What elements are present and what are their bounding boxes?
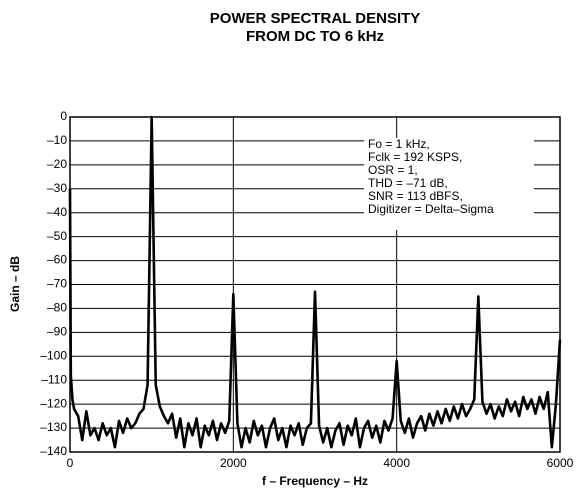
annotation: THD = –71 dB, xyxy=(368,176,448,190)
y-tick-label: –70 xyxy=(47,277,67,291)
y-tick-label: –60 xyxy=(47,253,67,267)
chart-title: FROM DC TO 6 kHz xyxy=(246,28,384,45)
y-tick-label: –30 xyxy=(47,181,67,195)
y-tick-label: –140 xyxy=(40,444,67,458)
annotation: Digitizer = Delta–Sigma xyxy=(368,202,494,216)
x-tick-label: 6000 xyxy=(547,456,574,470)
y-tick-label: –130 xyxy=(40,420,67,434)
y-tick-label: –50 xyxy=(47,229,67,243)
annotation: SNR = 113 dBFS, xyxy=(368,189,463,203)
annotation: Fo = 1 kHz, xyxy=(368,137,430,151)
y-tick-label: –10 xyxy=(47,133,67,147)
y-tick-label: –20 xyxy=(47,157,67,171)
y-tick-label: –100 xyxy=(40,348,67,362)
annotation: OSR = 1, xyxy=(368,163,418,177)
y-axis-label: Gain – dB xyxy=(8,256,22,312)
spectrum-line xyxy=(68,115,562,449)
x-tick-label: 2000 xyxy=(220,456,247,470)
y-tick-label: –110 xyxy=(41,372,67,386)
chart-title: POWER SPECTRAL DENSITY xyxy=(210,10,421,27)
x-tick-label: 0 xyxy=(67,456,74,470)
y-tick-label: 0 xyxy=(60,109,67,123)
x-axis-label: f – Frequency – Hz xyxy=(262,474,368,488)
y-tick-label: –40 xyxy=(47,205,67,219)
y-tick-label: –90 xyxy=(47,325,67,339)
y-tick-label: –80 xyxy=(47,301,67,315)
annotation-box xyxy=(364,138,534,230)
annotation: Fclk = 192 KSPS, xyxy=(368,150,462,164)
x-tick-label: 4000 xyxy=(383,456,410,470)
y-tick-label: –120 xyxy=(40,396,67,410)
